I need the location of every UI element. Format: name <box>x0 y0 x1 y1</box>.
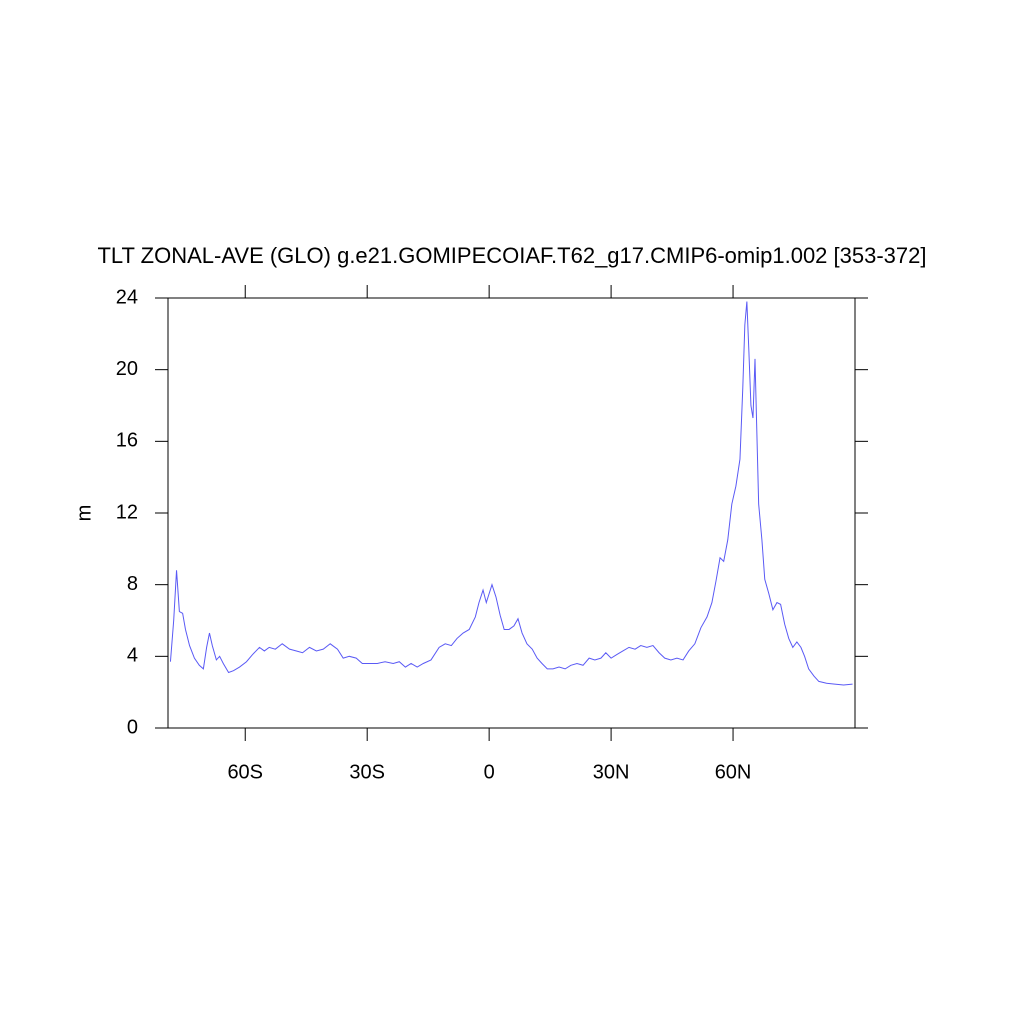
data-line <box>169 301 853 686</box>
plot-frame <box>167 297 856 729</box>
x-tick-label: 60S <box>227 761 263 783</box>
y-tick-label: 8 <box>127 573 138 595</box>
y-tick-label: 24 <box>116 286 138 308</box>
x-tick-label: 0 <box>484 761 495 783</box>
y-axis-label: m <box>73 505 95 522</box>
y-tick-label: 16 <box>116 430 138 452</box>
chart-title: TLT ZONAL-AVE (GLO) g.e21.GOMIPECOIAF.T6… <box>97 243 926 268</box>
x-tick-label: 30N <box>593 761 630 783</box>
x-tick-label: 30S <box>349 761 385 783</box>
x-tick-label: 60N <box>715 761 752 783</box>
y-tick-label: 12 <box>116 501 138 523</box>
y-tick-label: 4 <box>127 645 138 667</box>
y-tick-label: 0 <box>127 716 138 738</box>
y-tick-label: 20 <box>116 358 138 380</box>
